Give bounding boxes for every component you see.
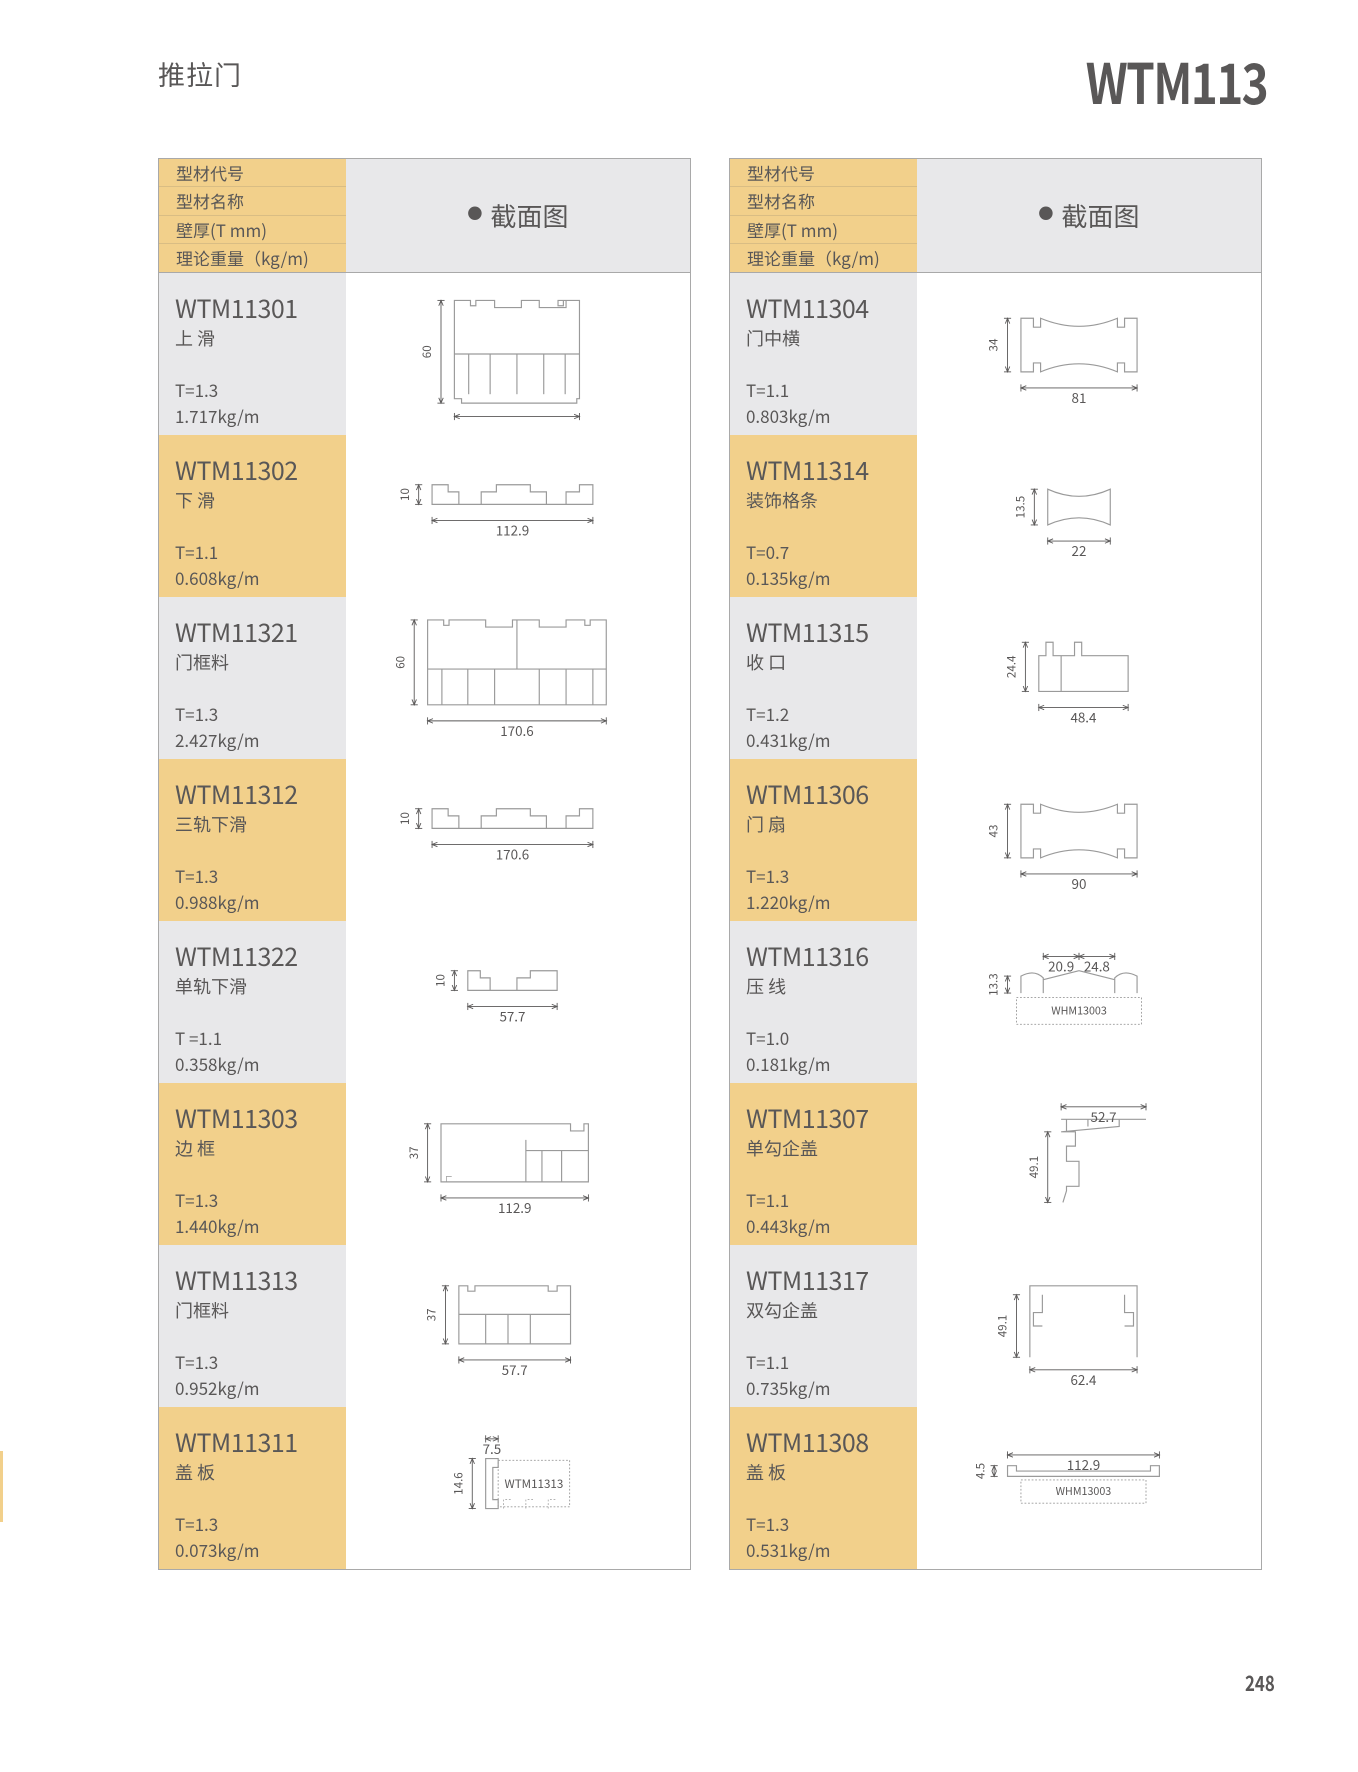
svg-text:WTM11313: WTM11313 [505,1476,564,1492]
svg-text:57.7: 57.7 [502,1359,528,1379]
svg-text:24.4: 24.4 [1004,655,1020,678]
svg-text:43: 43 [986,825,1002,838]
svg-text:112.9: 112.9 [498,1197,531,1217]
svg-text:48.4: 48.4 [1070,707,1097,727]
svg-text:170.6: 170.6 [500,720,533,740]
svg-text:90: 90 [1072,873,1087,893]
svg-text:49.1: 49.1 [995,1315,1011,1338]
svg-text:14.6: 14.6 [450,1472,466,1495]
svg-text:112.9: 112.9 [1067,1454,1100,1474]
svg-text:60: 60 [392,656,408,669]
svg-text:57.7: 57.7 [499,1006,525,1026]
svg-text:112.9: 112.9 [496,520,529,540]
svg-text:37: 37 [406,1146,422,1159]
svg-text:24.8: 24.8 [1084,956,1110,976]
svg-text:20.9: 20.9 [1048,956,1074,976]
svg-text:34: 34 [986,338,1002,351]
svg-text:62.4: 62.4 [1070,1369,1097,1389]
svg-text:49.1: 49.1 [1026,1156,1042,1179]
svg-text:10: 10 [433,974,449,987]
svg-text:WHM13003: WHM13003 [1056,1484,1112,1499]
svg-text:7.5: 7.5 [483,1438,502,1458]
svg-text:112.9: 112.9 [500,416,533,421]
svg-text:52.7: 52.7 [1091,1106,1117,1126]
svg-text:37: 37 [424,1308,440,1321]
svg-text:WHM13003: WHM13003 [1051,1004,1107,1019]
svg-text:22: 22 [1072,540,1087,560]
svg-text:10: 10 [397,488,413,501]
svg-text:170.6: 170.6 [496,844,529,864]
svg-text:10: 10 [397,812,413,825]
svg-text:81: 81 [1072,387,1087,407]
svg-text:60: 60 [419,345,435,358]
svg-text:13.5: 13.5 [1013,496,1029,519]
svg-text:4.5: 4.5 [972,1463,988,1479]
svg-text:13.3: 13.3 [986,973,1002,996]
